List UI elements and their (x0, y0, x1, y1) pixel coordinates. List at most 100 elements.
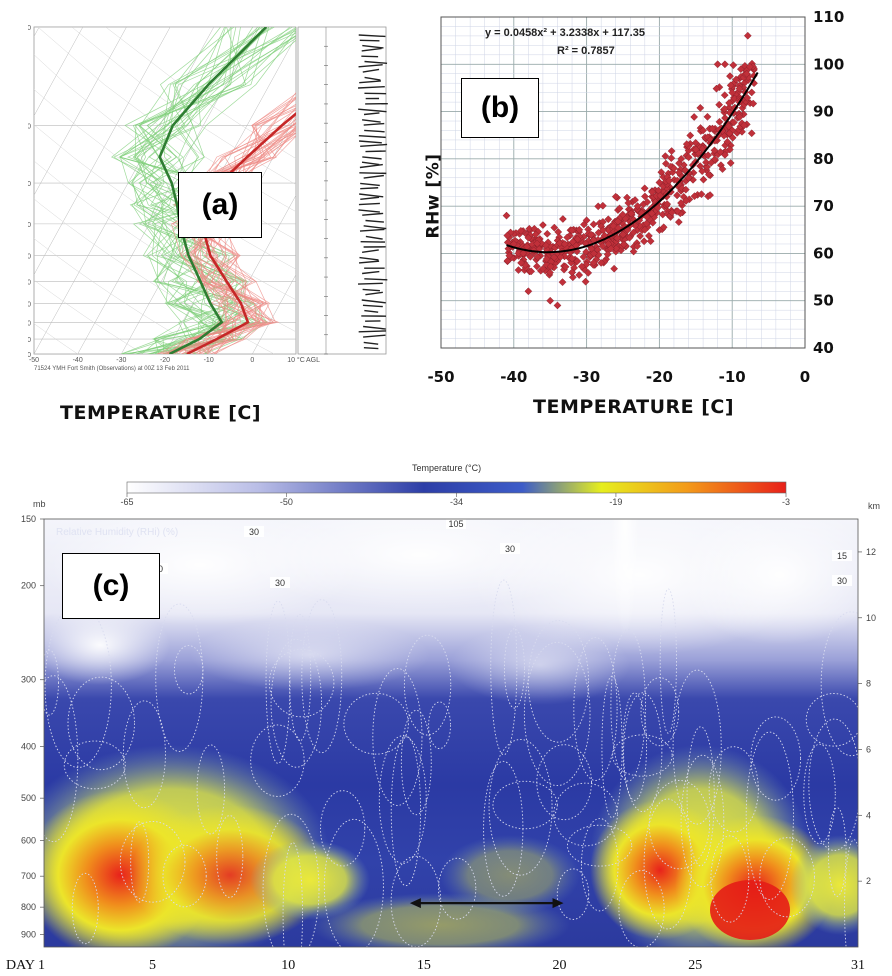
panel-b-xlabel: TEMPERATURE [C] (533, 396, 735, 418)
wind-barb (361, 161, 380, 166)
scatter-point (706, 191, 714, 199)
scatter-point (699, 175, 708, 184)
skewt-pressure-tick: 800 (28, 320, 31, 327)
skewt-temperature-tick: -30 (116, 357, 126, 362)
wind-barb (361, 299, 386, 304)
scatter-point (604, 215, 613, 224)
scatter-point (579, 253, 588, 261)
scatter-point (641, 192, 649, 201)
wind-barb (361, 249, 379, 253)
wind-barb (358, 108, 387, 113)
scatter-point (503, 231, 512, 240)
scatter-point (633, 242, 642, 250)
scatter-point (735, 113, 744, 121)
scatter-point (556, 253, 565, 261)
rh-contour (378, 735, 427, 864)
scatter-point (603, 250, 612, 259)
scatter-point (743, 94, 752, 102)
height-tick: 8 (866, 679, 871, 689)
rh-contour (523, 641, 591, 787)
rh-contour (808, 718, 858, 851)
scatter-point (715, 100, 724, 109)
scatter-point (550, 253, 559, 262)
contour-label-bg (832, 550, 852, 561)
wind-barb (359, 80, 382, 84)
colorbar-tick: -50 (280, 497, 293, 507)
scatter-y-tick: 90 (813, 103, 834, 121)
wind-barb (358, 330, 387, 333)
pressure-tick: 150 (21, 514, 36, 524)
contour-label: 5 (176, 502, 181, 512)
scatter-point (723, 138, 732, 146)
rh-contour (44, 675, 79, 843)
scatter-point (589, 220, 598, 229)
scatter-y-tick: 40 (813, 339, 834, 357)
pressure-tick: 500 (21, 793, 36, 803)
wind-barb (360, 143, 388, 147)
rh-contour (710, 835, 750, 923)
rh-contour (643, 798, 692, 930)
rh-contour (492, 780, 558, 830)
scatter-point (716, 148, 725, 156)
rh-contour (428, 701, 451, 750)
scatter-point (684, 153, 693, 162)
rh-contour (553, 782, 618, 847)
rh-contour (573, 637, 618, 781)
scatter-point (742, 69, 751, 78)
rh-contour (556, 868, 590, 920)
wind-barb (364, 76, 381, 81)
scatter-point (612, 244, 621, 253)
scatter-point (703, 112, 712, 121)
scatter-point (514, 266, 523, 274)
wind-barb (360, 182, 380, 187)
scatter-point (619, 230, 627, 239)
rh-contour (162, 844, 207, 908)
rh-contour (745, 731, 794, 900)
scatter-point (618, 210, 627, 219)
rh-contour (567, 824, 633, 867)
contour-label: 30 (249, 527, 259, 537)
pressure-tick: 400 (21, 741, 36, 751)
scatter-point (546, 262, 555, 271)
skewt-pressure-tick: 500 (28, 254, 31, 261)
scatter-point (713, 60, 722, 69)
wind-barb (359, 228, 385, 232)
wind-barb (362, 119, 381, 123)
scatter-point (582, 248, 590, 256)
scatter-point (640, 184, 649, 193)
day-tick: 5 (149, 958, 156, 973)
rh-contour (282, 842, 303, 947)
scatter-point (726, 159, 735, 167)
dry-adiabat (34, 238, 209, 354)
scatter-point (524, 287, 533, 296)
agl-label: AGL (306, 357, 320, 362)
skewt-pressure-tick: 1000 (28, 352, 31, 359)
scatter-point (643, 213, 651, 221)
wind-barb (363, 174, 384, 179)
scatter-point (653, 203, 662, 212)
scatter-y-tick: 80 (813, 150, 834, 168)
dry-adiabat (37, 27, 296, 212)
contour-label-bg (70, 476, 90, 487)
scatter-point (667, 154, 676, 162)
panel-a: AGL 100 200 300 400 500 600 700 800 900 1000 -50 -… (0, 0, 420, 430)
isotherm (34, 27, 127, 196)
scatter-point (573, 235, 582, 244)
ensemble-trace (176, 118, 296, 354)
pressure-tick: 300 (21, 675, 36, 685)
scatter-point (726, 72, 734, 81)
scatter-point (724, 122, 733, 131)
rh-contour (155, 603, 204, 752)
scatter-x-tick: -50 (427, 368, 454, 386)
panel-c: Temperature (°C) (0, 455, 892, 976)
skewt-pressure-tick: 200 (28, 123, 31, 130)
day-tick: 31 (851, 958, 865, 973)
colorbar-tick: -65 (120, 497, 133, 507)
contour-label-bg (820, 476, 840, 487)
contour-label: 30 (837, 576, 847, 586)
fit-equation: y = 0.0458x² + 3.2338x + 117.35 (485, 27, 645, 39)
wind-barb (364, 278, 388, 281)
scatter-point (560, 240, 569, 248)
scatter-plot: -50 -40 -30 -20 -10 0 40 50 60 70 80 90 100 110 (427, 8, 844, 386)
scatter-point (573, 257, 582, 266)
